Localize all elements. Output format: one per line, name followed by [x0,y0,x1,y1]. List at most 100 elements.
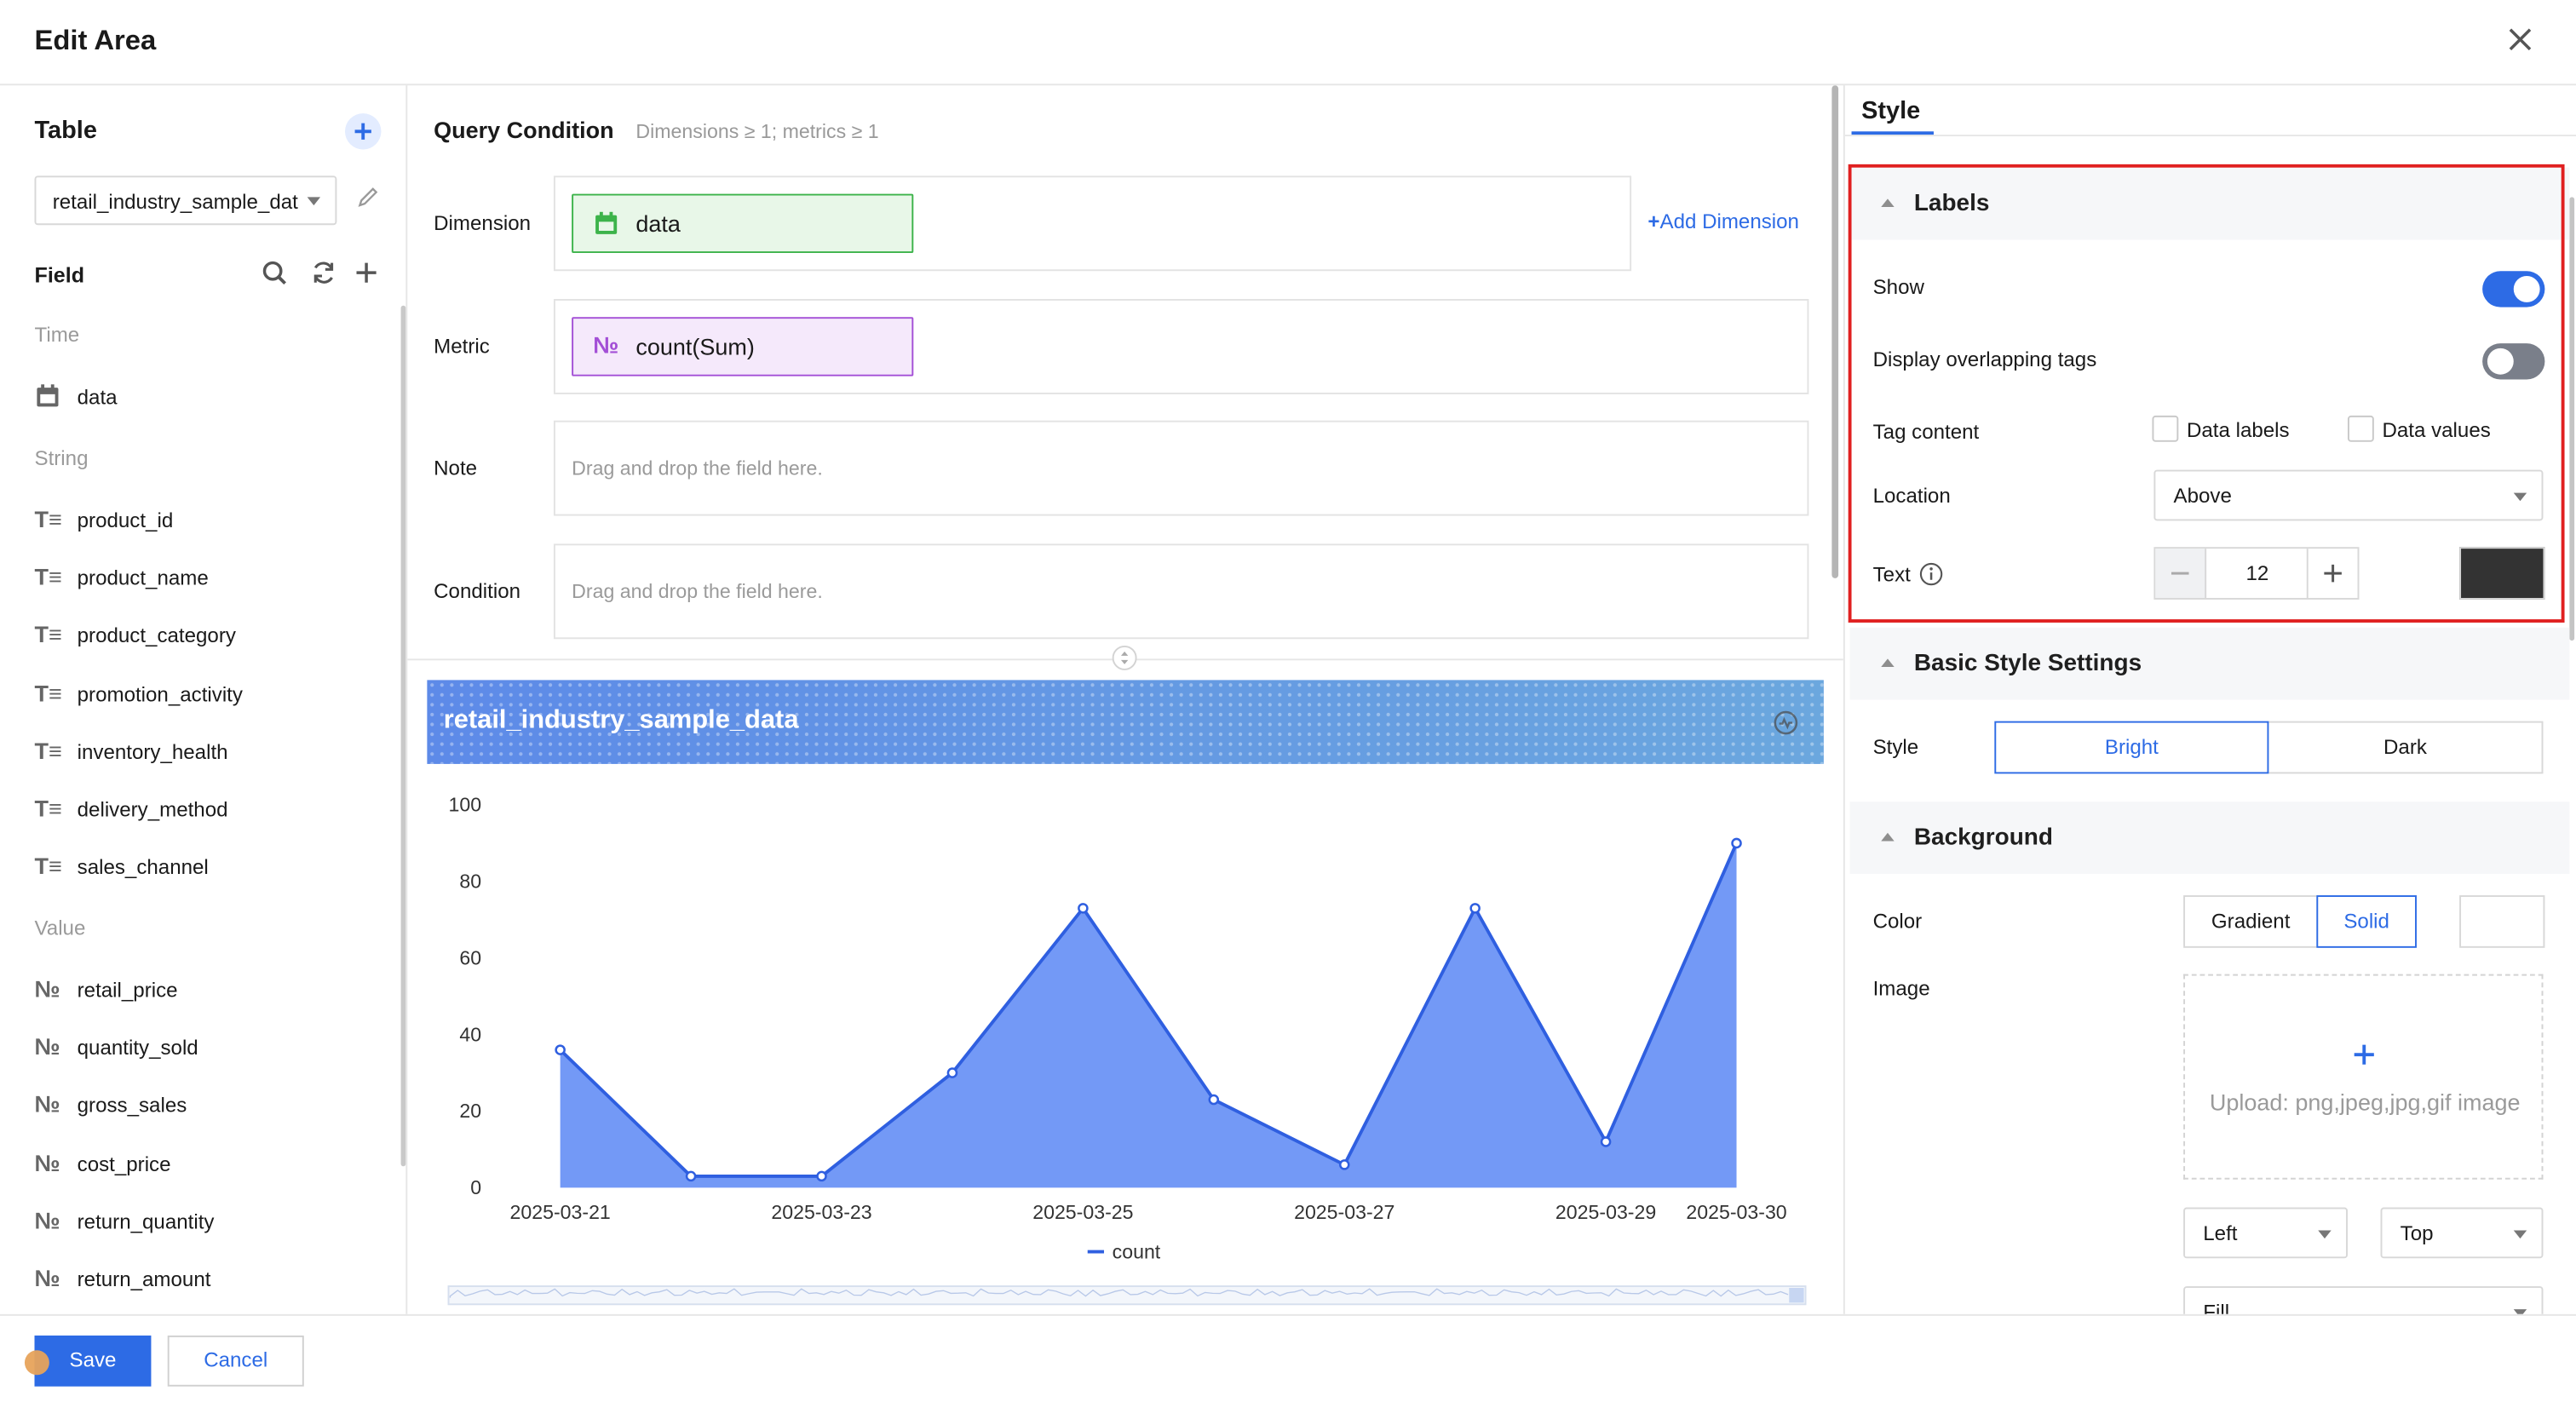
font-size-stepper[interactable]: 12 [2153,547,2360,600]
basic-style-section-header[interactable]: Basic Style Settings [1849,627,2570,700]
field-item[interactable]: № cost_price [35,1147,380,1181]
field-item[interactable]: № gross_sales [35,1089,380,1123]
save-button[interactable]: Save [34,1335,152,1387]
horizontal-align-value: Left [2203,1221,2238,1245]
calendar-icon [35,382,68,412]
x-tick-label: 2025-03-25 [1032,1201,1133,1223]
chevron-down-icon [2318,1230,2332,1239]
dimension-dropzone[interactable]: data [553,175,1632,272]
fill-mode-select[interactable]: Fill [2183,1286,2544,1314]
table-select-value: retail_industry_sample_data [52,190,300,214]
y-tick-label: 0 [470,1176,481,1198]
plus-icon[interactable] [2306,549,2358,599]
collapse-icon [1881,658,1895,668]
background-section-header[interactable]: Background [1849,802,2570,875]
field-item[interactable]: T≡ product_id [35,504,380,537]
field-item[interactable]: T≡ promotion_activity [35,678,380,711]
gradient-option[interactable]: Gradient [2183,895,2319,948]
metric-dropzone[interactable]: № count(Sum) [553,299,1809,394]
field-panel: Table retail_industry_sample_data Field [0,85,408,1314]
data-point [1078,903,1089,914]
data-point [685,1170,697,1182]
field-item[interactable]: № return_quantity [35,1205,380,1238]
background-section-title: Background [1913,825,2053,852]
chart-banner: retail_industry_sample_data [427,680,1824,764]
condition-dropzone[interactable]: Drag and drop the field here. [553,543,1809,640]
data-labels-checkbox[interactable] [2152,415,2179,442]
overlap-toggle[interactable] [2482,343,2545,380]
middle-scrollbar[interactable] [1831,85,1839,578]
table-select[interactable]: retail_industry_sample_data [34,175,337,226]
field-item[interactable]: T≡ inventory_health [35,736,380,769]
number-type-icon: № [34,1265,60,1291]
y-tick-label: 40 [459,1023,481,1045]
cancel-button[interactable]: Cancel [167,1335,304,1387]
right-scrollbar[interactable] [2569,197,2575,641]
field-name: product_name [77,566,209,590]
field-item[interactable]: T≡ sales_channel [35,851,380,884]
search-icon[interactable] [262,260,288,286]
add-field-icon[interactable] [354,260,380,286]
dialog-footer: Save Cancel [0,1313,2576,1402]
number-type-icon: № [34,1149,60,1176]
vertical-align-select[interactable]: Top [2380,1207,2544,1259]
style-bright-option[interactable]: Bright [1994,721,2269,774]
field-item[interactable]: T≡ delivery_method [35,794,380,827]
upload-hint: Upload: png,jpeg,jpg,gif image [2209,1089,2521,1116]
metric-chip[interactable]: № count(Sum) [572,317,914,376]
data-point [946,1067,958,1078]
data-values-checkbox[interactable] [2347,415,2374,442]
data-labels-text: Data labels [2186,418,2290,442]
note-dropzone[interactable]: Drag and drop the field here. [553,420,1809,516]
image-label: Image [1872,977,1930,1001]
field-item[interactable]: № return_amount [35,1263,380,1296]
condition-placeholder: Drag and drop the field here. [572,579,823,603]
add-table-icon[interactable] [345,113,382,150]
resize-handle-icon[interactable] [1112,645,1137,670]
metric-label: Metric [434,335,490,359]
zoom-slider [447,1285,1807,1306]
labels-section-header[interactable]: Labels [1849,167,2570,240]
info-icon[interactable] [1919,562,1944,587]
minus-icon[interactable] [2155,549,2207,599]
text-type-icon: T≡ [34,563,62,590]
field-item[interactable]: T≡ product_category [35,620,380,653]
field-item[interactable]: № quantity_sold [35,1032,380,1066]
pencil-icon[interactable] [357,186,380,209]
x-tick-label: 2025-03-30 [1686,1201,1786,1223]
show-label: Show [1872,276,1924,300]
field-group-label: Time [34,323,80,347]
add-dimension-link[interactable]: +Add Dimension [1647,210,1799,233]
horizontal-align-select[interactable]: Left [2183,1207,2348,1259]
refresh-icon[interactable] [311,260,337,286]
location-select[interactable]: Above [2153,469,2544,521]
font-size-value[interactable]: 12 [2245,561,2269,585]
close-icon[interactable] [2500,20,2539,59]
overlap-label: Display overlapping tags [1872,348,2097,371]
field-item[interactable]: T≡ product_name [35,562,380,595]
legend-label: count [1113,1240,1161,1262]
field-name: quantity_sold [77,1037,198,1060]
field-name: return_amount [77,1267,211,1291]
chevron-down-icon [2513,492,2527,502]
series-line [559,842,1739,1178]
tab-style[interactable]: Style [1861,96,1921,125]
left-scrollbar[interactable] [400,305,406,1167]
show-toggle[interactable] [2482,271,2545,307]
background-color-swatch[interactable] [2459,895,2545,948]
location-label: Location [1872,484,1951,508]
x-tick-label: 2025-03-29 [1555,1201,1656,1223]
text-color-swatch[interactable] [2459,547,2545,600]
image-upload[interactable]: Upload: png,jpeg,jpg,gif image [2183,974,2544,1180]
field-name: inventory_health [77,740,228,764]
y-tick-label: 20 [459,1100,481,1122]
labels-section-title: Labels [1913,190,1990,217]
calendar-icon [595,211,618,234]
style-dark-option[interactable]: Dark [2267,721,2544,774]
field-item[interactable]: data [35,381,380,414]
solid-option[interactable]: Solid [2316,895,2417,948]
chart-settings-icon[interactable] [1773,710,1799,736]
query-condition-hint: Dimensions ≥ 1; metrics ≥ 1 [635,119,879,143]
dimension-chip[interactable]: data [572,193,914,254]
field-item[interactable]: № retail_price [35,974,380,1008]
